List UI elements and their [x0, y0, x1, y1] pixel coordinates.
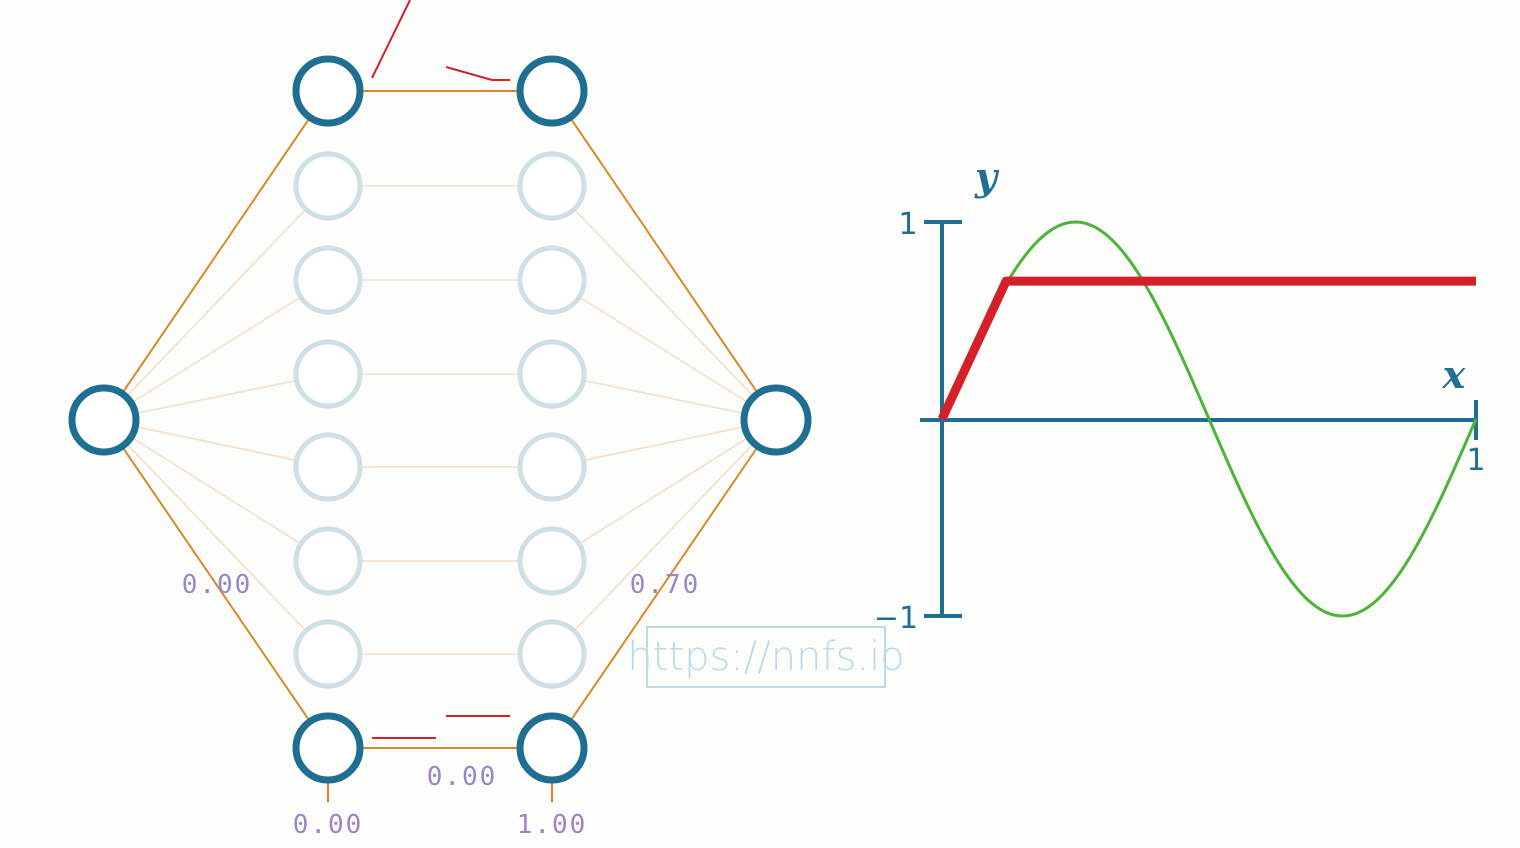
neural-network-diagram: 0.00 0.70 0.00 0.00 1.00	[68, 0, 812, 840]
active-nodes	[68, 55, 812, 784]
hidden2-node	[517, 526, 587, 596]
faded-edge	[551, 419, 777, 655]
faded-edges	[103, 185, 777, 655]
faded-edge	[551, 373, 777, 421]
red-mark	[371, 0, 411, 79]
y-axis-label: y	[974, 154, 1000, 199]
weight-label-bottom-horizontal: 0.00	[427, 762, 498, 792]
hidden1-node	[293, 619, 363, 689]
edge-input-to-top-left	[103, 90, 329, 421]
faded-edge	[103, 373, 329, 421]
hidden2-node	[517, 432, 587, 502]
faded-edge	[551, 419, 777, 468]
hidden1-node	[293, 245, 363, 315]
series-sine-line	[940, 220, 1478, 618]
faded-edge	[103, 279, 329, 421]
series-network-output-line	[937, 276, 1476, 421]
weight-label-input-bottom: 0.00	[182, 570, 253, 600]
edge-top-right-to-output	[551, 90, 777, 421]
faded-edge	[103, 419, 329, 655]
faded-edge	[103, 419, 329, 468]
output-node	[740, 384, 812, 456]
faded-edge	[551, 185, 777, 421]
watermark-box	[646, 626, 886, 688]
red-mark	[445, 66, 510, 81]
faded-edge	[103, 185, 329, 421]
weight-label-bottom-output: 0.70	[630, 570, 701, 600]
faded-edge	[551, 419, 777, 562]
hidden2-node	[517, 245, 587, 315]
active-edges	[103, 90, 777, 802]
series-layer	[937, 220, 1478, 618]
hidden2-node	[517, 619, 587, 689]
hidden2-bottom-node	[516, 712, 588, 784]
hidden1-node	[293, 151, 363, 221]
hidden1-node	[293, 432, 363, 502]
chart: y x 1 −1 1	[874, 154, 1486, 636]
input-node	[68, 384, 140, 456]
x-axis-label: x	[1442, 352, 1467, 397]
edge-bottom-right-to-output	[551, 419, 777, 749]
hidden1-node	[293, 339, 363, 409]
hidden2-node	[517, 151, 587, 221]
y-tick-label-bottom: −1	[874, 601, 918, 636]
edge-input-to-bottom-left	[103, 419, 329, 749]
hidden1-node	[293, 526, 363, 596]
hidden2-top-node	[516, 55, 588, 127]
y-tick-label-top: 1	[898, 207, 917, 242]
watermark: https://nnfs.io	[627, 626, 905, 688]
bias-label-right: 1.00	[517, 810, 588, 840]
bias-label-left: 0.00	[293, 810, 364, 840]
hidden1-bottom-node	[292, 712, 364, 784]
hidden1-top-node	[292, 55, 364, 127]
hidden2-node	[517, 339, 587, 409]
x-tick-label-end: 1	[1466, 443, 1485, 478]
red-marks	[371, 0, 510, 739]
faded-edge	[103, 419, 329, 562]
watermark-text: https://nnfs.io	[627, 634, 904, 680]
faded-nodes	[293, 151, 587, 689]
faded-edge	[551, 279, 777, 421]
